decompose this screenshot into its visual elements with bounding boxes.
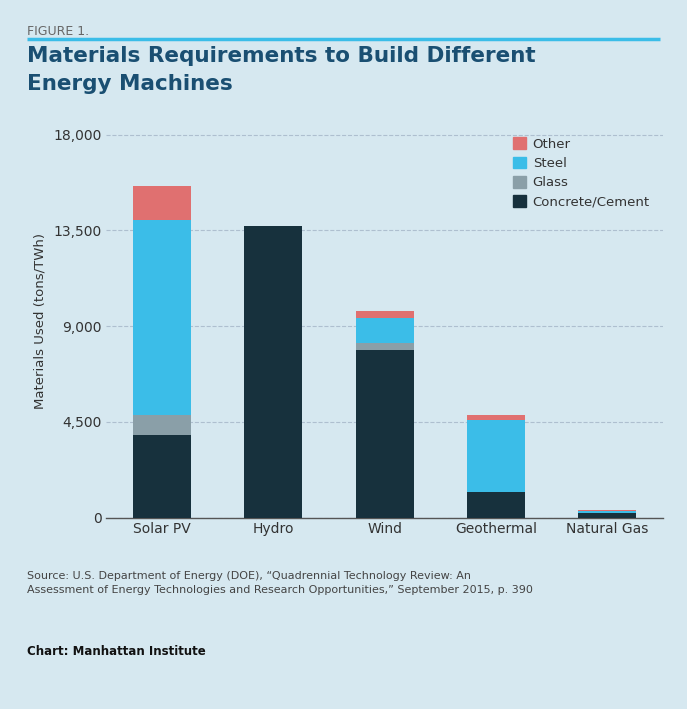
- Y-axis label: Materials Used (tons/TWh): Materials Used (tons/TWh): [33, 233, 46, 409]
- Bar: [578, 510, 636, 511]
- Bar: [467, 415, 525, 420]
- Text: Materials Requirements to Build Different: Materials Requirements to Build Differen…: [27, 46, 536, 66]
- Bar: [133, 415, 191, 435]
- Bar: [356, 343, 414, 350]
- Bar: [356, 311, 414, 318]
- Bar: [578, 513, 636, 518]
- Text: FIGURE 1.: FIGURE 1.: [27, 25, 89, 38]
- Text: Source: U.S. Department of Energy (DOE), “Quadrennial Technology Review: An
Asse: Source: U.S. Department of Energy (DOE),…: [27, 571, 533, 595]
- Bar: [467, 420, 525, 492]
- Bar: [133, 435, 191, 518]
- Text: Energy Machines: Energy Machines: [27, 74, 233, 94]
- Legend: Other, Steel, Glass, Concrete/Cement: Other, Steel, Glass, Concrete/Cement: [506, 130, 656, 216]
- Bar: [356, 318, 414, 343]
- Bar: [245, 226, 302, 518]
- Bar: [356, 350, 414, 518]
- Bar: [133, 220, 191, 415]
- Bar: [133, 186, 191, 220]
- Bar: [578, 511, 636, 513]
- Text: Chart: Manhattan Institute: Chart: Manhattan Institute: [27, 645, 206, 658]
- Bar: [467, 492, 525, 518]
